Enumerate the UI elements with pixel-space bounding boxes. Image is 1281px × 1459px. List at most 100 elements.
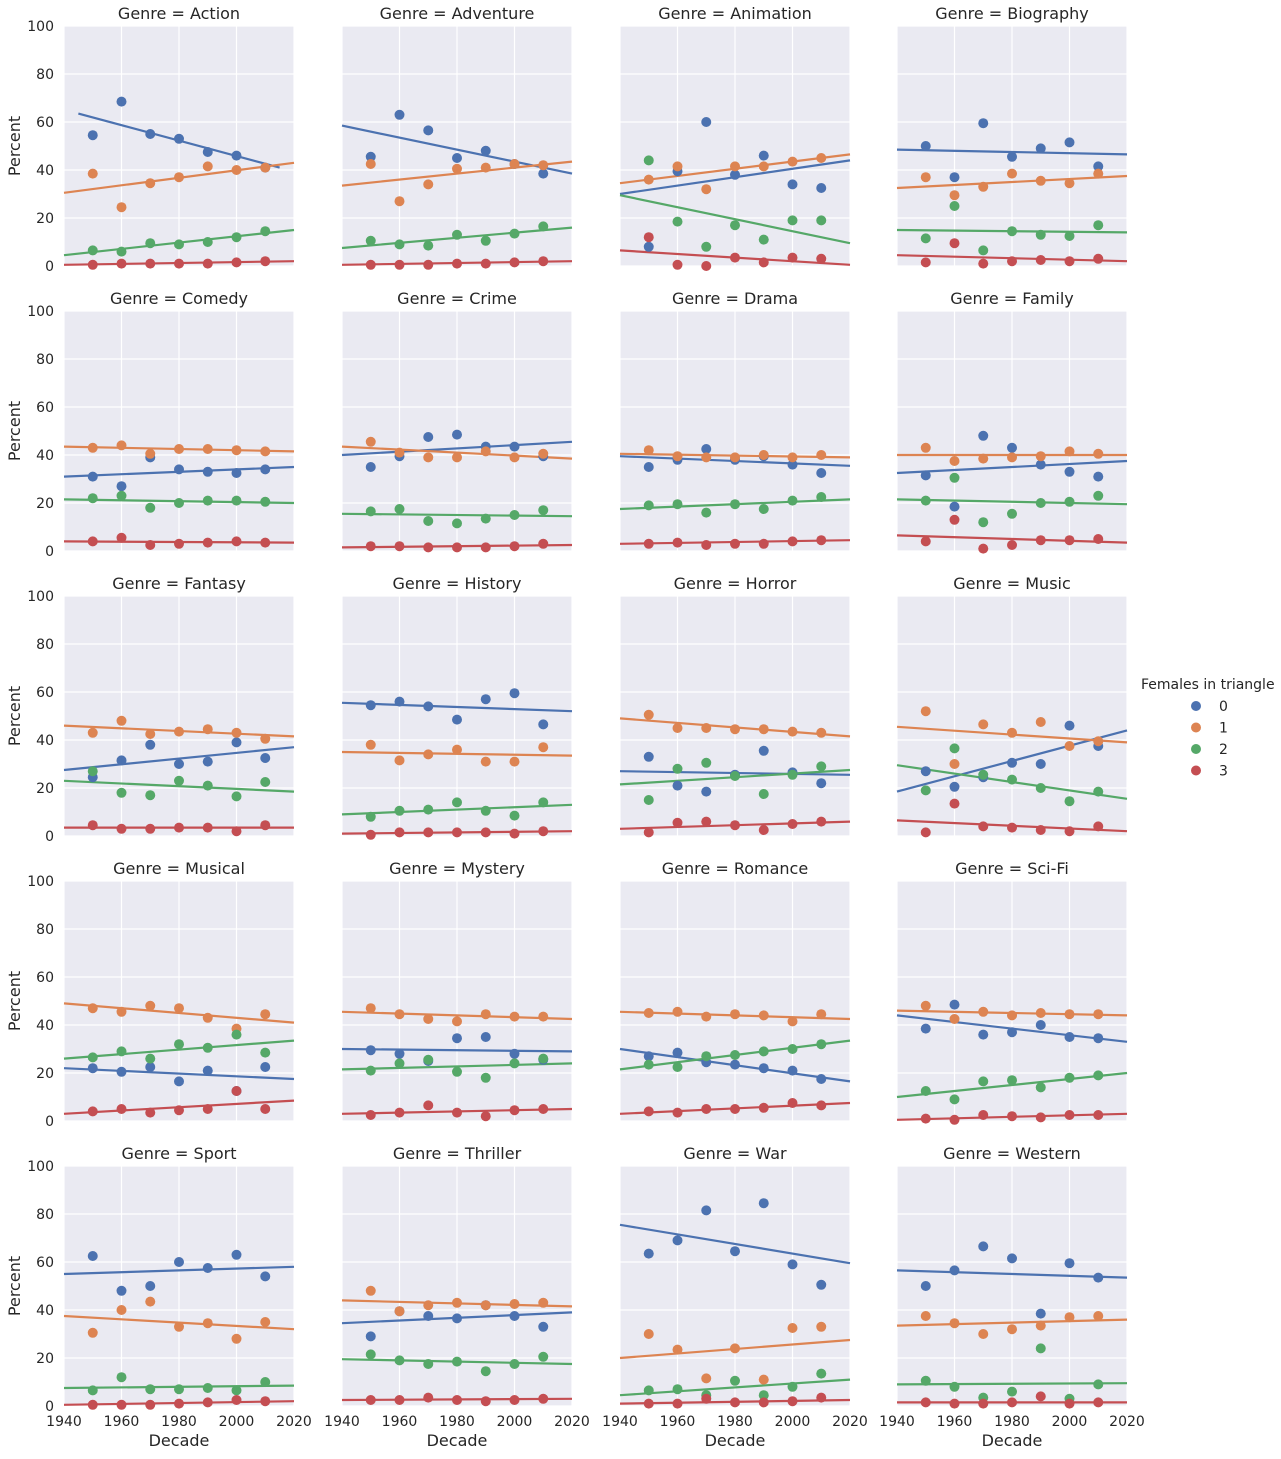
panel-title: Genre = Mystery	[389, 859, 525, 878]
panel-family: Genre = Family	[896, 289, 1128, 554]
panel-thriller: Genre = Thriller 1940 1960 1980 2000 2020 Deca…	[324, 1144, 590, 1450]
data-point-3	[452, 1107, 462, 1118]
data-point-1	[978, 181, 989, 192]
data-point-3	[701, 816, 712, 827]
data-point-3	[452, 542, 462, 553]
data-point-1	[787, 156, 798, 167]
data-point-1	[480, 1009, 491, 1020]
panel-title: Genre = Sci-Fi	[955, 859, 1069, 878]
data-point-2	[1093, 220, 1104, 231]
data-point-2	[231, 495, 242, 506]
data-point-0	[202, 1263, 213, 1273]
x-tick-label: 2020	[1109, 1414, 1145, 1430]
data-point-0	[1064, 720, 1075, 731]
data-point-3	[643, 538, 654, 549]
data-point-1	[1007, 168, 1017, 179]
data-point-0	[538, 719, 549, 730]
data-point-1	[480, 446, 491, 457]
data-point-1	[145, 178, 156, 189]
data-point-1	[1007, 1010, 1017, 1021]
data-point-1	[394, 447, 405, 458]
panel-comedy: Genre = Comedy 0 20 40 60 80 100 Percent	[5, 289, 295, 560]
data-point-0	[730, 169, 740, 180]
data-point-3	[480, 1396, 491, 1407]
data-point-1	[538, 1297, 549, 1308]
data-point-1	[816, 450, 827, 460]
fit-line-1	[341, 1010, 573, 1021]
data-point-1	[978, 719, 989, 730]
data-point-2	[643, 500, 654, 511]
data-point-2	[816, 761, 827, 772]
data-point-0	[1064, 1032, 1075, 1042]
data-point-2	[87, 245, 98, 256]
data-point-1	[202, 1012, 213, 1023]
data-point-2	[202, 237, 213, 247]
x-axis-label: Decade	[982, 1431, 1043, 1450]
data-point-2	[701, 757, 712, 768]
data-point-0	[174, 133, 184, 144]
x-tick-label: 1960	[104, 1414, 140, 1430]
y-tick-label: 0	[45, 1114, 54, 1130]
data-point-2	[949, 743, 960, 754]
data-point-0	[231, 150, 242, 161]
data-point-2	[787, 1381, 798, 1392]
y-tick-label: 20	[36, 1351, 54, 1367]
data-point-3	[87, 536, 98, 547]
data-point-3	[672, 817, 683, 828]
y-tick-label: 0	[45, 544, 54, 560]
data-point-1	[394, 1009, 405, 1020]
data-point-3	[260, 256, 271, 267]
data-point-2	[509, 1359, 520, 1369]
panel-title: Genre = Fantasy	[112, 574, 246, 593]
panel-sci-fi: Genre = Sci-Fi	[896, 859, 1128, 1125]
data-point-3	[1064, 1398, 1075, 1409]
data-point-0	[231, 468, 242, 478]
data-point-3	[394, 827, 405, 838]
data-point-1	[1064, 1009, 1075, 1020]
x-tick-label: 1980	[439, 1414, 475, 1430]
data-point-3	[145, 823, 156, 834]
data-point-1	[202, 724, 213, 735]
data-point-3	[920, 536, 931, 547]
data-point-1	[394, 1306, 405, 1317]
data-point-2	[643, 1059, 654, 1070]
data-point-1	[87, 727, 98, 738]
data-point-1	[730, 1343, 740, 1354]
data-point-2	[145, 790, 156, 801]
y-tick-label: 40	[36, 1018, 54, 1034]
data-point-0	[231, 737, 242, 748]
data-point-2	[394, 1058, 405, 1069]
data-point-2	[231, 1029, 242, 1040]
data-point-1	[730, 452, 740, 463]
data-point-1	[231, 165, 242, 175]
fit-line-0	[341, 1047, 573, 1053]
panel-music: Genre = Music	[896, 574, 1128, 838]
data-point-2	[87, 1052, 98, 1063]
panel-title: Genre = Music	[953, 574, 1071, 593]
data-point-0	[1064, 137, 1075, 148]
data-point-1	[701, 1373, 712, 1384]
data-point-1	[1064, 446, 1075, 457]
x-tick-label: 1980	[994, 1414, 1030, 1430]
data-point-2	[509, 510, 520, 520]
data-point-2	[145, 1384, 156, 1395]
data-point-1	[949, 1014, 960, 1024]
data-point-2	[1035, 229, 1046, 240]
data-point-2	[730, 220, 740, 231]
data-point-1	[701, 452, 712, 463]
panel-title: Genre = Romance	[662, 859, 808, 878]
fit-line-0	[896, 459, 1128, 475]
data-point-2	[174, 1384, 184, 1395]
data-point-0	[452, 153, 462, 163]
y-tick-label: 60	[36, 115, 54, 131]
data-point-2	[1035, 1343, 1046, 1354]
data-point-0	[816, 1074, 827, 1084]
legend-label-2: 2	[1219, 742, 1228, 758]
data-point-1	[394, 755, 405, 766]
data-point-1	[145, 729, 156, 739]
data-point-3	[758, 1102, 769, 1113]
data-point-0	[538, 1321, 549, 1332]
data-point-0	[920, 470, 931, 481]
data-point-2	[260, 496, 271, 507]
y-tick-label: 80	[36, 67, 54, 83]
